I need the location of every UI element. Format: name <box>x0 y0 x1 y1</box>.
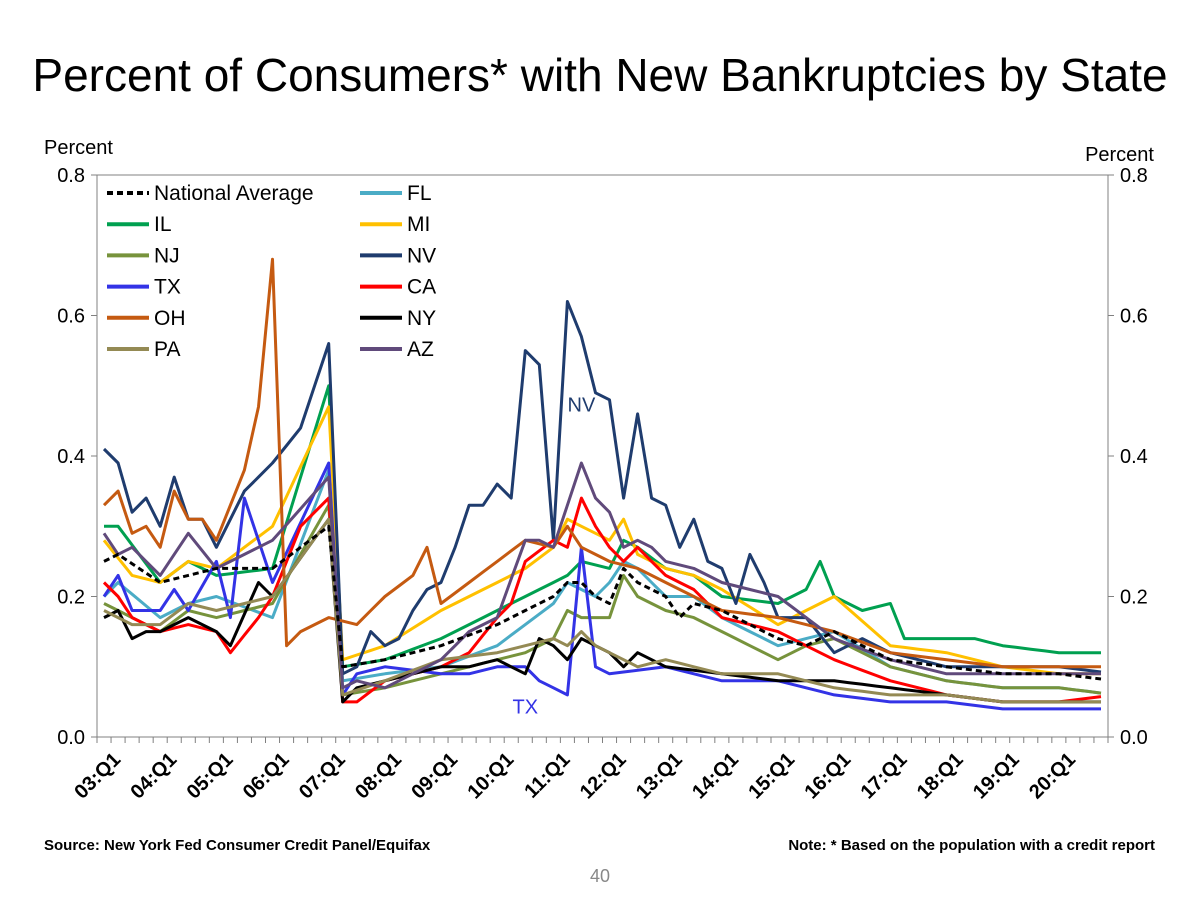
legend-label: AZ <box>407 338 434 361</box>
y-tick-label-right: 0.2 <box>1120 587 1148 609</box>
x-tick-label: 10:Q1 <box>463 749 518 804</box>
series-line-mi <box>102 405 1101 676</box>
x-tick-label: 03:Q1 <box>70 749 125 804</box>
legend-label: NY <box>407 307 436 330</box>
y-tick-label-left: 0.6 <box>57 306 85 328</box>
source-note: Source: New York Fed Consumer Credit Pan… <box>44 837 431 854</box>
page-number: 40 <box>589 866 611 886</box>
legend-label: MI <box>407 213 430 236</box>
annotation-label: TX <box>512 696 538 718</box>
y-tick-label-left: 0.4 <box>57 446 85 468</box>
annotation-label: NV <box>568 394 596 416</box>
x-tick-label: 18:Q1 <box>913 749 968 804</box>
y-tick-label-right: 0.0 <box>1120 727 1148 749</box>
x-tick-label: 05:Q1 <box>183 749 238 804</box>
series-line-az <box>102 461 1101 690</box>
legend-label: IL <box>154 213 172 236</box>
footnote: Note: * Based on the population with a c… <box>788 837 1155 854</box>
x-tick-label: 20:Q1 <box>1025 749 1080 804</box>
y-axis-title-right: Percent <box>1085 144 1154 166</box>
y-tick-label-right: 0.4 <box>1120 446 1148 468</box>
series-line-pa <box>103 517 1101 704</box>
x-tick-label: 16:Q1 <box>800 749 855 804</box>
x-tick-label: 08:Q1 <box>351 749 406 804</box>
x-tick-label: 14:Q1 <box>688 749 743 804</box>
x-tick-label: 12:Q1 <box>576 749 631 804</box>
series-line-tx <box>102 461 1101 711</box>
x-tick-label: 19:Q1 <box>969 749 1024 804</box>
series-line-nv <box>102 300 1102 676</box>
series-line-nj <box>103 503 1102 697</box>
legend-label: NV <box>407 244 436 267</box>
x-tick-label: 04:Q1 <box>126 749 181 804</box>
x-tick-label: 06:Q1 <box>239 749 294 804</box>
y-axis-title-left: Percent <box>44 137 113 159</box>
y-tick-label-right: 0.8 <box>1120 165 1148 187</box>
legend-label: OH <box>154 307 186 330</box>
legend-label: FL <box>407 182 432 205</box>
y-tick-label-left: 0.8 <box>57 165 85 187</box>
x-tick-label: 07:Q1 <box>295 749 350 804</box>
legend-label: TX <box>154 276 181 299</box>
x-tick-label: 09:Q1 <box>407 749 462 804</box>
x-tick-label: 13:Q1 <box>632 749 687 804</box>
y-tick-label-right: 0.6 <box>1120 306 1148 328</box>
y-tick-label-left: 0.0 <box>57 727 85 749</box>
legend-label: National Average <box>154 182 314 205</box>
legend-label: PA <box>154 338 180 361</box>
x-tick-label: 17:Q1 <box>857 749 912 804</box>
chart-title: Percent of Consumers* with New Bankruptc… <box>32 49 1168 101</box>
y-tick-label-left: 0.2 <box>57 587 85 609</box>
x-tick-label: 15:Q1 <box>744 749 799 804</box>
series-line-il <box>104 384 1101 669</box>
legend-label: NJ <box>154 244 180 267</box>
legend-label: CA <box>407 276 436 299</box>
x-tick-label: 11:Q1 <box>520 749 574 803</box>
series-line-oh <box>102 257 1101 669</box>
